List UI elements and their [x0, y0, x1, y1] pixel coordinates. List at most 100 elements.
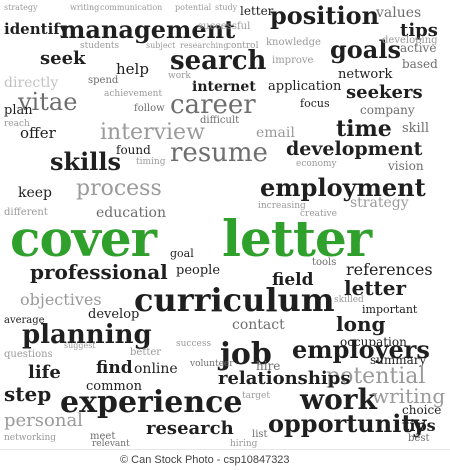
word-based: based: [402, 57, 438, 71]
word-tips: tips: [402, 416, 436, 435]
word-hire: hire: [256, 359, 281, 373]
word-success: success: [176, 339, 212, 349]
word-active: active: [400, 41, 437, 55]
word-knowledge: knowledge: [266, 37, 321, 48]
word-follow: follow: [134, 103, 165, 114]
word-people: people: [176, 263, 221, 278]
word-goal: goal: [170, 247, 194, 260]
word-interview: interview: [100, 120, 205, 145]
word-choice: choice: [402, 403, 442, 417]
image-credit-bar: © Can Stock Photo - csp10847323: [0, 449, 450, 470]
word-control: control: [226, 41, 259, 51]
word-curriculum: curriculum: [134, 281, 335, 319]
word-questions: questions: [4, 349, 53, 360]
word-cover: cover: [10, 209, 157, 268]
word-application: application: [268, 79, 342, 94]
word-employers: employers: [292, 335, 430, 364]
word-management: management: [60, 15, 236, 44]
word-find: find: [96, 358, 133, 378]
word-list: list: [252, 429, 268, 440]
word-resume: resume: [170, 138, 268, 168]
word-tools: tools: [312, 257, 337, 268]
word-work-small: work: [168, 71, 191, 81]
word-study: study: [215, 3, 238, 12]
word-skills: skills: [50, 147, 122, 176]
word-internet: internet: [192, 79, 256, 95]
word-process: process: [76, 176, 162, 201]
word-skilled: skilled: [334, 295, 364, 305]
word-suggest: suggest: [64, 341, 96, 350]
word-successful: successful: [198, 21, 251, 32]
word-time: time: [336, 116, 392, 142]
word-skill: skill: [402, 121, 430, 136]
word-economy: economy: [296, 159, 337, 169]
word-employment: employment: [260, 173, 426, 202]
word-education: education: [96, 205, 166, 221]
word-identify: identify: [4, 20, 69, 38]
word-common: common: [86, 379, 142, 394]
word-strategy-mid: strategy: [350, 195, 409, 211]
word-personal: personal: [4, 410, 83, 431]
word-work: work: [300, 383, 377, 416]
word-job: job: [220, 337, 272, 372]
word-email: email: [256, 125, 295, 141]
word-strategy: strategy: [4, 3, 38, 12]
word-step: step: [4, 382, 52, 406]
word-increasing: increasing: [258, 201, 306, 211]
image-credit: © Can Stock Photo - csp10847323: [120, 454, 290, 466]
word-experience: experience: [60, 385, 243, 420]
word-better: better: [130, 347, 162, 358]
word-meet: meet: [90, 431, 116, 442]
word-seekers: seekers: [346, 82, 423, 103]
word-achievement: achievement: [104, 89, 163, 99]
word-occupation: occupation: [340, 335, 407, 349]
word-develop: develop: [88, 307, 140, 322]
word-seek: seek: [40, 48, 86, 69]
word-long: long: [336, 312, 386, 336]
word-online: online: [134, 361, 178, 377]
word-focus: focus: [300, 97, 330, 110]
word-development: development: [286, 138, 423, 160]
word-reach: reach: [4, 119, 30, 129]
word-search: search: [170, 46, 267, 76]
word-volunteer: volunteer: [190, 359, 234, 369]
word-relevant: relevant: [92, 439, 130, 449]
word-spend: spend: [88, 75, 119, 86]
word-difficult: difficult: [200, 115, 240, 126]
word-potential: potential: [175, 3, 212, 12]
word-letter: letter: [222, 209, 372, 268]
word-keep: keep: [18, 185, 53, 201]
word-hiring: hiring: [230, 439, 258, 449]
word-writing-big: writing: [372, 384, 446, 408]
word-subject: subject: [146, 41, 176, 50]
word-network: network: [338, 67, 393, 82]
word-average: average: [4, 315, 45, 326]
word-objectives: objectives: [20, 290, 102, 309]
word-letter-top: letter: [240, 4, 274, 18]
word-cloud-image: strategy writing communication potential…: [4, 3, 446, 449]
word-vision: vision: [388, 159, 424, 173]
word-opportunity: opportunity: [268, 409, 427, 438]
word-vitae: vitae: [18, 88, 78, 116]
word-values: values: [376, 5, 422, 21]
word-communication: communication: [100, 3, 163, 12]
word-improve: improve: [272, 55, 314, 66]
word-research: research: [146, 418, 234, 439]
word-letter-2: letter: [344, 276, 407, 300]
word-creative: creative: [300, 209, 337, 219]
word-networking: networking: [4, 433, 57, 443]
word-relationships: relationships: [218, 368, 351, 389]
word-best: best: [408, 433, 430, 444]
word-professional: professional: [30, 260, 168, 284]
word-help: help: [116, 60, 149, 78]
word-directly: directly: [4, 75, 59, 91]
word-life: life: [28, 362, 61, 383]
word-summary: summary: [370, 353, 427, 367]
word-tips-top: tips: [400, 20, 438, 41]
word-important: important: [362, 303, 418, 316]
word-developing: developing: [382, 35, 438, 46]
word-potential-big: potential: [326, 364, 426, 389]
word-career: career: [170, 90, 256, 120]
word-contact: contact: [232, 317, 285, 333]
word-company: company: [360, 103, 415, 117]
